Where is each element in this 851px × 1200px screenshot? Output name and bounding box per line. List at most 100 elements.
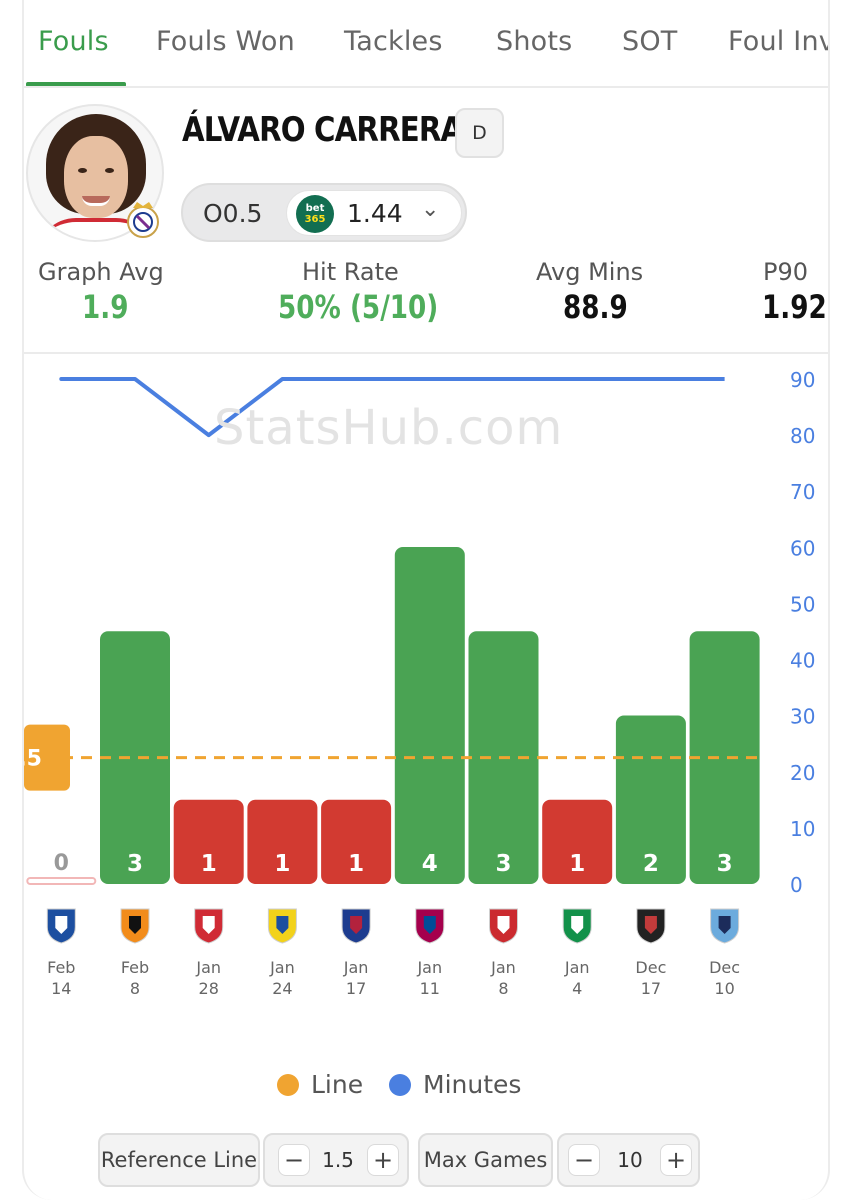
stat-hit-rate-label: Hit Rate xyxy=(302,258,399,286)
stat-graph-avg-label: Graph Avg xyxy=(38,258,164,286)
date-day-label: 4 xyxy=(572,979,582,998)
real-sociedad-crest-icon-detail xyxy=(55,916,68,934)
bar-value-label: 1 xyxy=(348,851,364,877)
minutes-line xyxy=(59,377,725,438)
date-day-label: 11 xyxy=(420,979,440,998)
right-axis-tick: 0 xyxy=(790,873,803,897)
bar xyxy=(173,799,244,884)
bar xyxy=(26,877,97,885)
benfica-crest-icon-detail xyxy=(202,916,215,934)
odds-selector[interactable]: O0.5 bet 365 1.44 ⌄ xyxy=(181,183,467,242)
legend-line-label: Line xyxy=(311,1070,364,1099)
date-day-label: 17 xyxy=(641,979,661,998)
date-month-label: Feb xyxy=(47,958,75,977)
reference-line-value-label: 1.5 xyxy=(3,747,42,772)
right-axis-tick: 10 xyxy=(790,817,815,841)
valencia-crest-icon-detail xyxy=(129,916,141,934)
bar xyxy=(542,799,613,884)
stats-divider xyxy=(24,352,828,354)
right-axis-tick: 40 xyxy=(790,649,815,673)
max-games-value: 10 xyxy=(617,1148,643,1172)
villarreal-crest-icon-detail xyxy=(276,916,289,934)
date-day-label: 8 xyxy=(498,979,508,998)
legend-minutes-label: Minutes xyxy=(423,1070,522,1099)
legend-minutes-swatch xyxy=(389,1074,411,1096)
stat-graph-avg-value: 1.9 xyxy=(82,288,129,326)
legend-line-swatch xyxy=(277,1074,299,1096)
date-day-label: 8 xyxy=(130,979,140,998)
reference-line-value: 1.5 xyxy=(322,1148,354,1172)
reference-line-label: Reference Line xyxy=(98,1133,260,1187)
barcelona-crest-icon-detail xyxy=(423,916,436,934)
stat-p90-label: P90 xyxy=(763,258,809,286)
date-month-label: Jan xyxy=(564,958,590,977)
phone-frame xyxy=(22,0,830,1200)
max-games-minus-button[interactable]: − xyxy=(568,1144,600,1176)
right-axis-tick: 90 xyxy=(790,368,815,392)
stat-avg-mins-label: Avg Mins xyxy=(536,258,644,286)
bar xyxy=(100,631,170,884)
bar xyxy=(394,547,465,884)
date-month-label: Jan xyxy=(195,958,221,977)
date-month-label: Jan xyxy=(416,958,442,977)
bar-value-label: 1 xyxy=(274,851,290,877)
tab-sot[interactable]: SOT xyxy=(622,26,678,57)
bar xyxy=(247,799,318,884)
date-day-label: 17 xyxy=(346,979,366,998)
bar-value-label: 3 xyxy=(495,851,511,877)
right-axis-tick: 50 xyxy=(790,592,815,616)
active-tab-indicator xyxy=(26,82,126,86)
date-month-label: Dec xyxy=(635,958,666,977)
talavera-crest-icon-detail xyxy=(644,916,657,934)
manchester-city-crest-icon-detail xyxy=(718,916,731,934)
stat-avg-mins-value: 88.9 xyxy=(563,288,628,326)
right-axis-tick: 30 xyxy=(790,705,815,729)
tab-tackles[interactable]: Tackles xyxy=(344,26,443,57)
position-badge: D xyxy=(455,108,504,158)
right-axis-tick: 20 xyxy=(790,761,815,785)
reference-line-plus-button[interactable]: + xyxy=(367,1144,399,1176)
atletico-madrid-crest-icon-detail xyxy=(497,916,510,934)
real-betis-crest-icon-detail xyxy=(571,916,584,934)
odds-dropdown[interactable]: bet 365 1.44 ⌄ xyxy=(286,190,462,236)
date-month-label: Feb xyxy=(121,958,149,977)
tab-fouls[interactable]: Fouls xyxy=(38,26,109,57)
max-games-label: Max Games xyxy=(418,1133,553,1187)
right-axis-tick: 80 xyxy=(790,424,815,448)
bar xyxy=(321,799,392,884)
date-month-label: Dec xyxy=(709,958,740,977)
real-madrid-crest-icon xyxy=(127,202,159,238)
watermark: StatsHub.com xyxy=(214,400,564,456)
bar-value-label: 1 xyxy=(569,851,585,877)
player-avatar xyxy=(26,104,164,242)
bar-value-label: 1 xyxy=(201,851,217,877)
date-month-label: Jan xyxy=(490,958,516,977)
bar-value-label: 3 xyxy=(127,851,143,877)
bar-value-label: 3 xyxy=(717,851,733,877)
date-month-label: Jan xyxy=(343,958,369,977)
bar xyxy=(689,631,760,884)
date-day-label: 28 xyxy=(199,979,219,998)
bar-value-label: 2 xyxy=(643,851,659,877)
tab-fouls-won[interactable]: Fouls Won xyxy=(156,26,295,57)
reference-line-tag xyxy=(24,724,70,791)
right-axis-tick: 60 xyxy=(790,536,815,560)
bar-value-label: 4 xyxy=(422,851,438,877)
odds-price: 1.44 xyxy=(347,199,403,228)
max-games-stepper: − 10 + xyxy=(557,1133,700,1187)
tab-foul-inv[interactable]: Foul Inv xyxy=(728,26,828,57)
tab-shots[interactable]: Shots xyxy=(496,26,573,57)
odds-line-label: O0.5 xyxy=(203,199,263,228)
date-day-label: 14 xyxy=(51,979,71,998)
bar-value-label: 0 xyxy=(54,851,69,876)
levante-crest-icon-detail xyxy=(350,916,363,934)
chevron-down-icon: ⌄ xyxy=(421,197,440,222)
date-day-label: 10 xyxy=(714,979,734,998)
chart-legend: Line Minutes xyxy=(0,1070,851,1104)
reference-line-stepper: − 1.5 + xyxy=(263,1133,409,1187)
reference-line-minus-button[interactable]: − xyxy=(278,1144,310,1176)
date-month-label: Jan xyxy=(269,958,295,977)
date-day-label: 24 xyxy=(272,979,292,998)
max-games-plus-button[interactable]: + xyxy=(660,1144,692,1176)
